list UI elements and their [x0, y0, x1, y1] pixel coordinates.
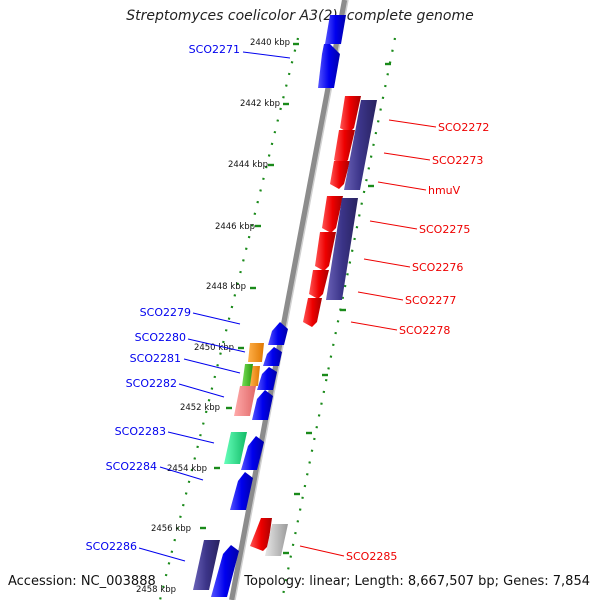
gene-arrow-sco2273[interactable] [334, 130, 355, 165]
gene-label-sco2275[interactable]: SCO2275 [419, 223, 470, 236]
genome-backbone [229, 0, 348, 600]
gene-arrow-sco2272[interactable] [340, 96, 361, 133]
ruler-label-2456: 2456 kbp [151, 524, 191, 534]
gene-box-pink[interactable] [234, 386, 256, 416]
gene-arrow-hmuv[interactable] [330, 161, 350, 189]
gene-arrow-sco2285[interactable] [250, 518, 272, 551]
gene-label-sco2285[interactable]: SCO2285 [346, 550, 397, 563]
ruler-track-right [280, 37, 397, 600]
genome-summary-text: Topology: linear; Length: 8,667,507 bp; … [244, 574, 590, 589]
gene-label-sco2277[interactable]: SCO2277 [405, 294, 456, 307]
ruler-label-2454: 2454 kbp [167, 464, 207, 474]
ruler-track-left [158, 37, 300, 600]
gene-arrow-sco2279[interactable] [268, 322, 288, 345]
gene-box-orange-a[interactable] [248, 343, 264, 362]
gene-arrow-sco2284[interactable] [230, 472, 253, 510]
gene-label-sco2282[interactable]: SCO2282 [126, 377, 177, 390]
gene-arrow-sco2276[interactable] [315, 232, 336, 271]
gene-arrow-sco2282[interactable] [252, 390, 273, 420]
accession-text: Accession: NC_003888 [8, 574, 156, 589]
forward-features [193, 15, 346, 597]
ruler-ticks [200, 42, 391, 555]
reverse-leader-lines [299, 119, 437, 557]
gene-box-purple-sco2286[interactable] [193, 540, 220, 590]
ruler-label-2444: 2444 kbp [228, 160, 268, 170]
gene-label-hmuv[interactable]: hmuV [428, 184, 461, 197]
gene-label-sco2283[interactable]: SCO2283 [115, 425, 166, 438]
gene-label-sco2272[interactable]: SCO2272 [438, 121, 489, 134]
gene-label-sco2273[interactable]: SCO2273 [432, 154, 483, 167]
ruler-label-2458: 2458 kbp [136, 585, 176, 595]
ruler-label-2446: 2446 kbp [215, 222, 255, 232]
map-title: Streptomyces coelicolor A3(2), complete … [126, 8, 474, 24]
gene-arrow-sco2286[interactable] [211, 545, 239, 597]
gene-label-sco2279[interactable]: SCO2279 [140, 306, 191, 319]
gene-label-sco2286[interactable]: SCO2286 [86, 540, 137, 553]
gene-arrow-sco2271[interactable] [318, 44, 340, 88]
forward-leader-lines [138, 51, 291, 562]
ruler-label-2452: 2452 kbp [180, 403, 220, 413]
ruler-label-2440: 2440 kbp [250, 38, 290, 48]
gene-label-sco2278[interactable]: SCO2278 [399, 324, 450, 337]
gene-box-green[interactable] [242, 364, 253, 386]
reverse-gene-labels: SCO2272 SCO2273 hmuV SCO2275 SCO2276 SCO… [346, 121, 489, 563]
gene-box-grey[interactable] [265, 524, 288, 556]
ruler-label-2450: 2450 kbp [194, 343, 234, 353]
gene-arrow-sco2275[interactable] [322, 196, 343, 233]
gene-label-sco2281[interactable]: SCO2281 [130, 352, 181, 365]
gene-arrow-sco2281[interactable] [257, 367, 277, 390]
gene-arrow-sco2278[interactable] [303, 298, 322, 327]
gene-label-sco2280[interactable]: SCO2280 [135, 331, 186, 344]
gene-box-purple-a[interactable] [344, 100, 377, 190]
gene-label-sco2276[interactable]: SCO2276 [412, 261, 463, 274]
gene-arrow-sco2271-a[interactable] [325, 15, 346, 44]
forward-gene-labels: SCO2271 SCO2279 SCO2280 SCO2281 SCO2282 … [86, 43, 240, 553]
gene-box-orange-b[interactable] [250, 366, 260, 386]
gene-label-sco2271[interactable]: SCO2271 [189, 43, 240, 56]
ruler-label-2442: 2442 kbp [240, 99, 280, 109]
gene-box-teal[interactable] [224, 432, 247, 464]
reverse-features [250, 96, 377, 556]
gene-label-sco2284[interactable]: SCO2284 [106, 460, 157, 473]
gene-arrow-sco2280[interactable] [263, 347, 282, 366]
ruler-label-2448: 2448 kbp [206, 282, 246, 292]
gene-arrow-sco2277[interactable] [309, 270, 329, 299]
gene-arrow-sco2283[interactable] [241, 436, 264, 470]
gene-box-purple-b[interactable] [326, 198, 358, 300]
